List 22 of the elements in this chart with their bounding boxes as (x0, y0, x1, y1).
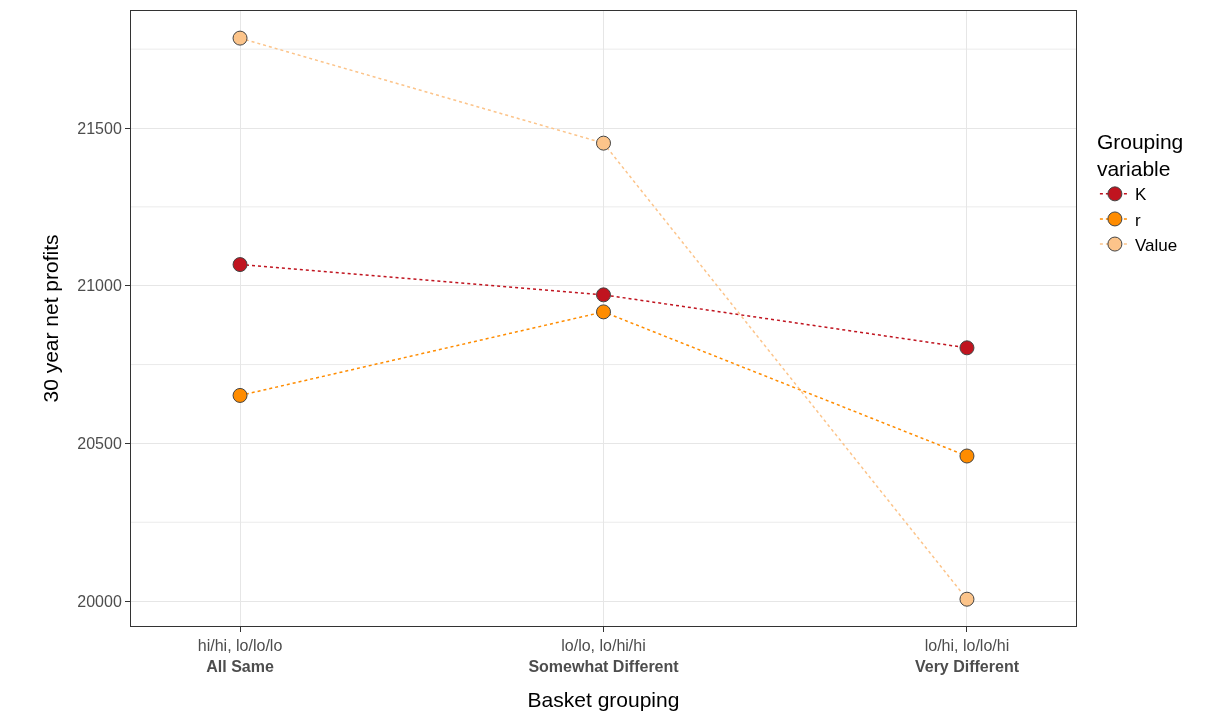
y-tick-label: 20000 (77, 592, 122, 610)
point (959, 340, 975, 356)
y-tick-label: 21500 (77, 119, 122, 137)
point (596, 287, 611, 303)
point (959, 591, 975, 607)
legend-label: Value (1134, 235, 1178, 255)
y-tick-label: 21000 (77, 277, 122, 295)
x-tick-label: lo/hi, lo/lo/hi Very Different (914, 637, 1020, 675)
legend-label: K (1134, 185, 1147, 205)
point (232, 387, 248, 403)
legend-label: r (1134, 210, 1141, 230)
point (596, 304, 611, 320)
legend-title: Grouping variable (1096, 130, 1184, 181)
y-axis-title: 30 year net profits (39, 234, 63, 403)
x-axis-title: Basket grouping (527, 688, 680, 712)
x-tick-label: lo/lo, lo/hi/hi Somewhat Different (528, 637, 680, 675)
point (959, 448, 975, 464)
y-tick-label: 20500 (77, 434, 122, 452)
x-tick-label: hi/hi, lo/lo/lo All Same (197, 637, 283, 675)
point (232, 30, 248, 46)
point (596, 135, 611, 151)
point (232, 257, 248, 273)
